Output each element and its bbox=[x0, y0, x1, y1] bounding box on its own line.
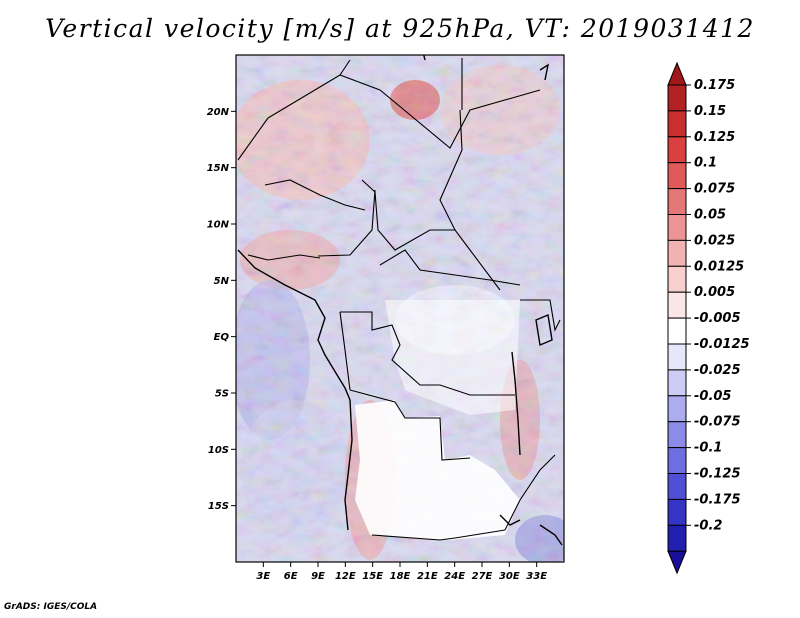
colorbar-label: -0.075 bbox=[694, 415, 741, 430]
colorbar-swatch bbox=[667, 369, 687, 397]
lon-tick-label: 15E bbox=[362, 571, 383, 582]
colorbar-label: 0.05 bbox=[694, 208, 726, 223]
colorbar-label: -0.0125 bbox=[694, 337, 750, 352]
colorbar-swatch bbox=[667, 421, 687, 449]
colorbar-swatch bbox=[667, 524, 687, 552]
colorbar-swatch bbox=[667, 473, 687, 500]
colorbar-label: 0.15 bbox=[694, 104, 726, 119]
lat-tick-label: EQ bbox=[214, 332, 230, 343]
lat-tick-label: 5N bbox=[214, 276, 230, 287]
map-title: Vertical velocity [m/s] at 925hPa, VT: 2… bbox=[45, 14, 755, 43]
coastline bbox=[237, 55, 563, 546]
lat-tick-label: 10S bbox=[208, 445, 229, 456]
lat-tick-label: 15N bbox=[207, 163, 230, 174]
colorbar-swatch bbox=[667, 291, 687, 319]
colorbar-swatch bbox=[667, 239, 687, 267]
colorbar-label: 0.005 bbox=[694, 285, 735, 300]
colorbar-swatch bbox=[667, 317, 687, 345]
colorbar-label: -0.175 bbox=[694, 492, 741, 507]
lon-tick-label: 18E bbox=[390, 571, 411, 582]
colorbar-bottom-arrow bbox=[667, 550, 687, 575]
colorbar-label: 0.025 bbox=[694, 233, 735, 248]
lat-tick-label: 10N bbox=[207, 220, 230, 231]
colorbar-swatch bbox=[667, 498, 687, 526]
colorbar-swatch bbox=[667, 110, 687, 138]
colorbar-swatch bbox=[667, 162, 687, 190]
colorbar-label: -0.025 bbox=[694, 363, 741, 378]
lon-tick-label: 6E bbox=[284, 571, 298, 582]
grads-credit: GrADS: IGES/COLA bbox=[4, 602, 98, 612]
colorbar-label: -0.05 bbox=[694, 389, 731, 404]
lon-tick-label: 27E bbox=[472, 571, 493, 582]
colorbar-swatch bbox=[667, 447, 687, 475]
colorbar-label: 0.175 bbox=[694, 78, 735, 93]
lon-tick-label: 24E bbox=[444, 571, 465, 582]
lon-tick-label: 21E bbox=[417, 571, 438, 582]
colorbar-swatch bbox=[667, 343, 687, 371]
map-panel bbox=[236, 55, 564, 562]
lon-tick-label: 9E bbox=[311, 571, 325, 582]
colorbar-label: -0.125 bbox=[694, 467, 741, 482]
land-regions bbox=[355, 300, 520, 540]
colorbar-label: 0.075 bbox=[694, 182, 735, 197]
colorbar-swatch bbox=[667, 84, 687, 112]
longitude-axis: 3E 6E 9E 12E 15E 18E 21E 24E 27E 30E 33E bbox=[256, 562, 547, 582]
colorbar-label: 0.1 bbox=[694, 156, 717, 171]
colorbar-swatch bbox=[667, 395, 687, 423]
colorbar-swatch bbox=[667, 214, 687, 241]
lon-tick-label: 3E bbox=[256, 571, 270, 582]
country-borders bbox=[237, 58, 561, 541]
colorbar-label: 0.0125 bbox=[694, 259, 744, 274]
colorbar-label: -0.005 bbox=[694, 311, 741, 326]
colorbar: 0.175 0.15 0.125 0.1 0.075 0.05 0.025 0.0125 0.0… bbox=[667, 61, 750, 575]
lon-tick-label: 33E bbox=[526, 571, 547, 582]
lat-tick-label: 20N bbox=[207, 107, 230, 118]
latitude-axis: 20N 15N 10N 5N EQ 5S 10S 15S bbox=[207, 107, 236, 512]
colorbar-swatch bbox=[667, 136, 687, 164]
lat-tick-label: 5S bbox=[215, 389, 229, 400]
colorbar-top-arrow bbox=[667, 61, 687, 86]
colorbar-swatch bbox=[667, 265, 687, 293]
colorbar-label: 0.125 bbox=[694, 130, 735, 145]
lat-tick-label: 15S bbox=[208, 501, 229, 512]
colorbar-swatch bbox=[667, 188, 687, 216]
colorbar-label: -0.2 bbox=[694, 518, 722, 533]
lon-tick-label: 30E bbox=[499, 571, 520, 582]
lon-tick-label: 12E bbox=[335, 571, 356, 582]
colorbar-label: -0.1 bbox=[694, 441, 722, 456]
